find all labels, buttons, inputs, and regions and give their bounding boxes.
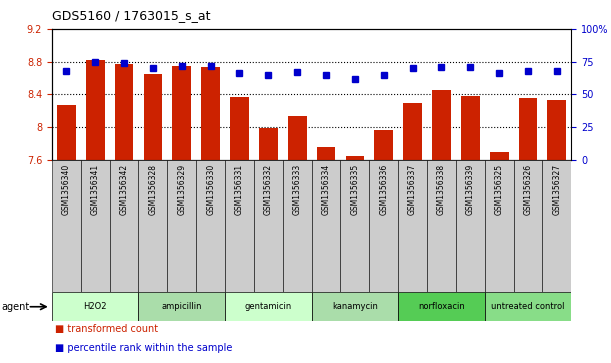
Bar xyxy=(86,60,104,160)
Bar xyxy=(115,64,133,160)
Bar xyxy=(288,117,307,160)
Bar xyxy=(283,160,312,292)
Text: GSM1356333: GSM1356333 xyxy=(293,164,302,215)
Bar xyxy=(230,97,249,160)
Text: H2O2: H2O2 xyxy=(84,302,107,311)
Text: GSM1356325: GSM1356325 xyxy=(495,164,503,215)
Text: GSM1356341: GSM1356341 xyxy=(90,164,100,215)
Bar xyxy=(543,160,571,292)
Text: norfloxacin: norfloxacin xyxy=(418,302,465,311)
Bar xyxy=(139,160,167,292)
Text: GDS5160 / 1763015_s_at: GDS5160 / 1763015_s_at xyxy=(52,9,210,22)
Bar xyxy=(403,103,422,160)
Bar xyxy=(519,98,538,160)
Bar xyxy=(514,160,543,292)
Bar xyxy=(81,160,109,292)
Bar xyxy=(172,66,191,160)
Text: ampicillin: ampicillin xyxy=(161,302,202,311)
Text: GSM1356337: GSM1356337 xyxy=(408,164,417,215)
Bar xyxy=(398,292,485,321)
Text: GSM1356340: GSM1356340 xyxy=(62,164,71,215)
Bar xyxy=(52,160,81,292)
Text: GSM1356342: GSM1356342 xyxy=(120,164,128,215)
Bar xyxy=(398,160,427,292)
Bar xyxy=(144,74,163,160)
Text: GSM1356339: GSM1356339 xyxy=(466,164,475,215)
Bar xyxy=(312,160,340,292)
Bar xyxy=(485,160,514,292)
Text: ■ percentile rank within the sample: ■ percentile rank within the sample xyxy=(55,343,232,354)
Bar xyxy=(369,160,398,292)
Bar xyxy=(432,90,451,160)
Bar xyxy=(57,105,76,160)
Bar xyxy=(456,160,485,292)
Text: untreated control: untreated control xyxy=(491,302,565,311)
Bar xyxy=(259,128,278,160)
Bar xyxy=(312,292,398,321)
Text: gentamicin: gentamicin xyxy=(245,302,292,311)
Text: GSM1356334: GSM1356334 xyxy=(321,164,331,215)
Bar xyxy=(547,100,566,160)
Text: GSM1356327: GSM1356327 xyxy=(552,164,562,215)
Bar xyxy=(427,160,456,292)
Text: GSM1356330: GSM1356330 xyxy=(206,164,215,215)
Bar xyxy=(316,147,335,160)
Text: GSM1356326: GSM1356326 xyxy=(524,164,533,215)
Text: GSM1356328: GSM1356328 xyxy=(148,164,158,215)
Text: GSM1356331: GSM1356331 xyxy=(235,164,244,215)
Bar xyxy=(109,160,139,292)
Text: kanamycin: kanamycin xyxy=(332,302,378,311)
Bar xyxy=(490,151,508,160)
Bar xyxy=(139,292,225,321)
Text: GSM1356338: GSM1356338 xyxy=(437,164,446,215)
Bar xyxy=(461,96,480,160)
Bar xyxy=(167,160,196,292)
Bar xyxy=(196,160,225,292)
Bar xyxy=(345,156,364,160)
Text: GSM1356329: GSM1356329 xyxy=(177,164,186,215)
Text: ■ transformed count: ■ transformed count xyxy=(55,323,158,334)
Text: GSM1356335: GSM1356335 xyxy=(350,164,359,215)
Text: GSM1356336: GSM1356336 xyxy=(379,164,388,215)
Bar xyxy=(225,292,312,321)
Bar xyxy=(485,292,571,321)
Bar xyxy=(201,68,220,160)
Bar xyxy=(340,160,369,292)
Text: GSM1356332: GSM1356332 xyxy=(264,164,273,215)
Bar xyxy=(52,292,139,321)
Bar xyxy=(225,160,254,292)
Bar xyxy=(254,160,283,292)
Text: agent: agent xyxy=(1,302,29,312)
Bar xyxy=(375,130,393,160)
